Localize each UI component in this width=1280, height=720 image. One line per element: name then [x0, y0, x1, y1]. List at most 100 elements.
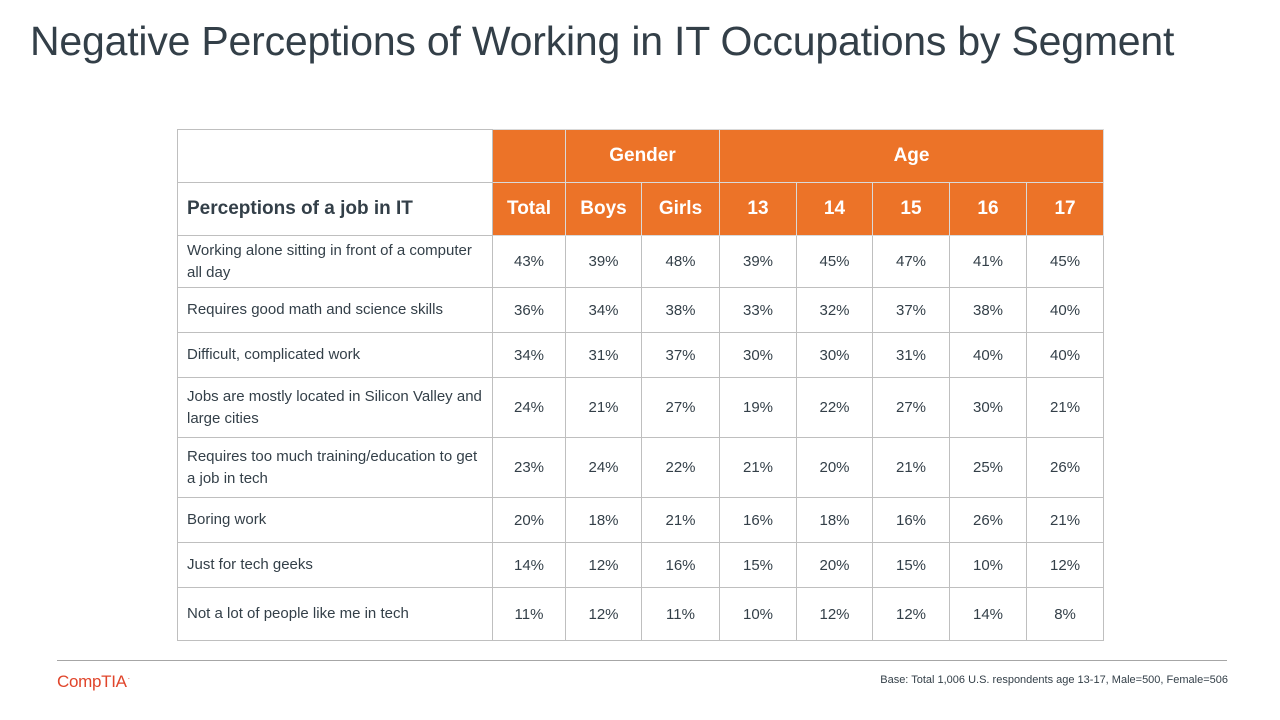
value-cell: 47%	[872, 235, 950, 288]
value-cell: 30%	[719, 332, 797, 378]
value-cell: 21%	[641, 497, 720, 543]
table-row: Requires good math and science skills 36%…	[177, 287, 1105, 333]
table-row: Jobs are mostly located in Silicon Valle…	[177, 377, 1105, 438]
value-cell: 41%	[949, 235, 1027, 288]
value-cell: 15%	[872, 542, 950, 588]
row-label: Not a lot of people like me in tech	[177, 587, 493, 641]
value-cell: 32%	[796, 287, 873, 333]
column-header-15: 15	[872, 182, 950, 236]
value-cell: 26%	[1025, 437, 1105, 498]
table-row: Not a lot of people like me in tech 11% 12…	[177, 587, 1105, 641]
value-cell: 12%	[796, 587, 873, 641]
value-cell: 38%	[641, 287, 720, 333]
value-cell: 39%	[565, 235, 642, 288]
value-cell: 15%	[719, 542, 797, 588]
value-cell: 16%	[872, 497, 950, 543]
value-cell: 40%	[949, 332, 1027, 378]
trademark-mark: .	[127, 672, 130, 681]
value-cell: 11%	[641, 587, 720, 641]
value-cell: 21%	[872, 437, 950, 498]
table-row: Requires too much training/education to …	[177, 437, 1105, 498]
value-cell: 16%	[719, 497, 797, 543]
value-cell: 37%	[872, 287, 950, 333]
value-cell: 20%	[796, 542, 873, 588]
value-cell: 18%	[565, 497, 642, 543]
value-cell: 12%	[1025, 542, 1105, 588]
table-row: Boring work 20% 18% 21% 16% 18% 16% 26% 21%	[177, 497, 1105, 543]
perceptions-table: Gender Age Perceptions of a job in IT To…	[177, 129, 1105, 641]
value-cell: 45%	[796, 235, 873, 288]
value-cell: 11%	[492, 587, 566, 641]
row-label: Boring work	[177, 497, 493, 543]
column-header-total: Total	[492, 182, 566, 236]
value-cell: 40%	[1025, 332, 1105, 378]
row-header: Perceptions of a job in IT	[177, 182, 493, 236]
value-cell: 18%	[796, 497, 873, 543]
value-cell: 12%	[565, 587, 642, 641]
value-cell: 22%	[796, 377, 873, 438]
value-cell: 38%	[949, 287, 1027, 333]
value-cell: 22%	[641, 437, 720, 498]
row-label: Working alone sitting in front of a comp…	[177, 235, 493, 288]
value-cell: 23%	[492, 437, 566, 498]
column-header-17: 17	[1025, 182, 1105, 236]
value-cell: 39%	[719, 235, 797, 288]
gender-group-header: Gender	[565, 129, 720, 183]
value-cell: 33%	[719, 287, 797, 333]
value-cell: 21%	[719, 437, 797, 498]
column-header-boys: Boys	[565, 182, 642, 236]
value-cell: 48%	[641, 235, 720, 288]
corner-cell	[177, 129, 493, 183]
value-cell: 31%	[872, 332, 950, 378]
value-cell: 31%	[565, 332, 642, 378]
value-cell: 26%	[949, 497, 1027, 543]
value-cell: 16%	[641, 542, 720, 588]
value-cell: 14%	[492, 542, 566, 588]
value-cell: 14%	[949, 587, 1027, 641]
value-cell: 8%	[1025, 587, 1105, 641]
value-cell: 30%	[796, 332, 873, 378]
value-cell: 10%	[949, 542, 1027, 588]
table-row: Difficult, complicated work 34% 31% 37% 30% 3…	[177, 332, 1105, 378]
column-header-girls: Girls	[641, 182, 720, 236]
value-cell: 45%	[1025, 235, 1105, 288]
value-cell: 24%	[565, 437, 642, 498]
value-cell: 21%	[565, 377, 642, 438]
table-row: Just for tech geeks 14% 12% 16% 15% 20% 15% 10%…	[177, 542, 1105, 588]
value-cell: 21%	[1025, 377, 1105, 438]
row-label: Requires too much training/education to …	[177, 437, 493, 498]
value-cell: 20%	[492, 497, 566, 543]
column-header-16: 16	[949, 182, 1027, 236]
column-header-14: 14	[796, 182, 873, 236]
value-cell: 12%	[565, 542, 642, 588]
value-cell: 36%	[492, 287, 566, 333]
total-group-header	[492, 129, 566, 183]
value-cell: 12%	[872, 587, 950, 641]
column-header-13: 13	[719, 182, 797, 236]
value-cell: 34%	[492, 332, 566, 378]
table-body: Working alone sitting in front of a comp…	[177, 235, 1105, 641]
comptia-logo: CompTIA.	[57, 672, 130, 692]
value-cell: 19%	[719, 377, 797, 438]
value-cell: 43%	[492, 235, 566, 288]
logo-text: CompTIA	[57, 672, 127, 691]
row-label: Requires good math and science skills	[177, 287, 493, 333]
age-group-header: Age	[718, 129, 1105, 183]
column-header-row: Perceptions of a job in IT Total Boys Girl…	[177, 182, 1105, 236]
value-cell: 30%	[949, 377, 1027, 438]
value-cell: 10%	[719, 587, 797, 641]
row-label: Jobs are mostly located in Silicon Valle…	[177, 377, 493, 438]
value-cell: 37%	[641, 332, 720, 378]
value-cell: 40%	[1025, 287, 1105, 333]
value-cell: 27%	[872, 377, 950, 438]
value-cell: 27%	[641, 377, 720, 438]
value-cell: 25%	[949, 437, 1027, 498]
row-label: Difficult, complicated work	[177, 332, 493, 378]
base-note: Base: Total 1,006 U.S. respondents age 1…	[880, 674, 1228, 686]
value-cell: 24%	[492, 377, 566, 438]
row-label: Just for tech geeks	[177, 542, 493, 588]
value-cell: 34%	[565, 287, 642, 333]
value-cell: 20%	[796, 437, 873, 498]
page-title: Negative Perceptions of Working in IT Oc…	[30, 18, 1175, 64]
value-cell: 21%	[1025, 497, 1105, 543]
